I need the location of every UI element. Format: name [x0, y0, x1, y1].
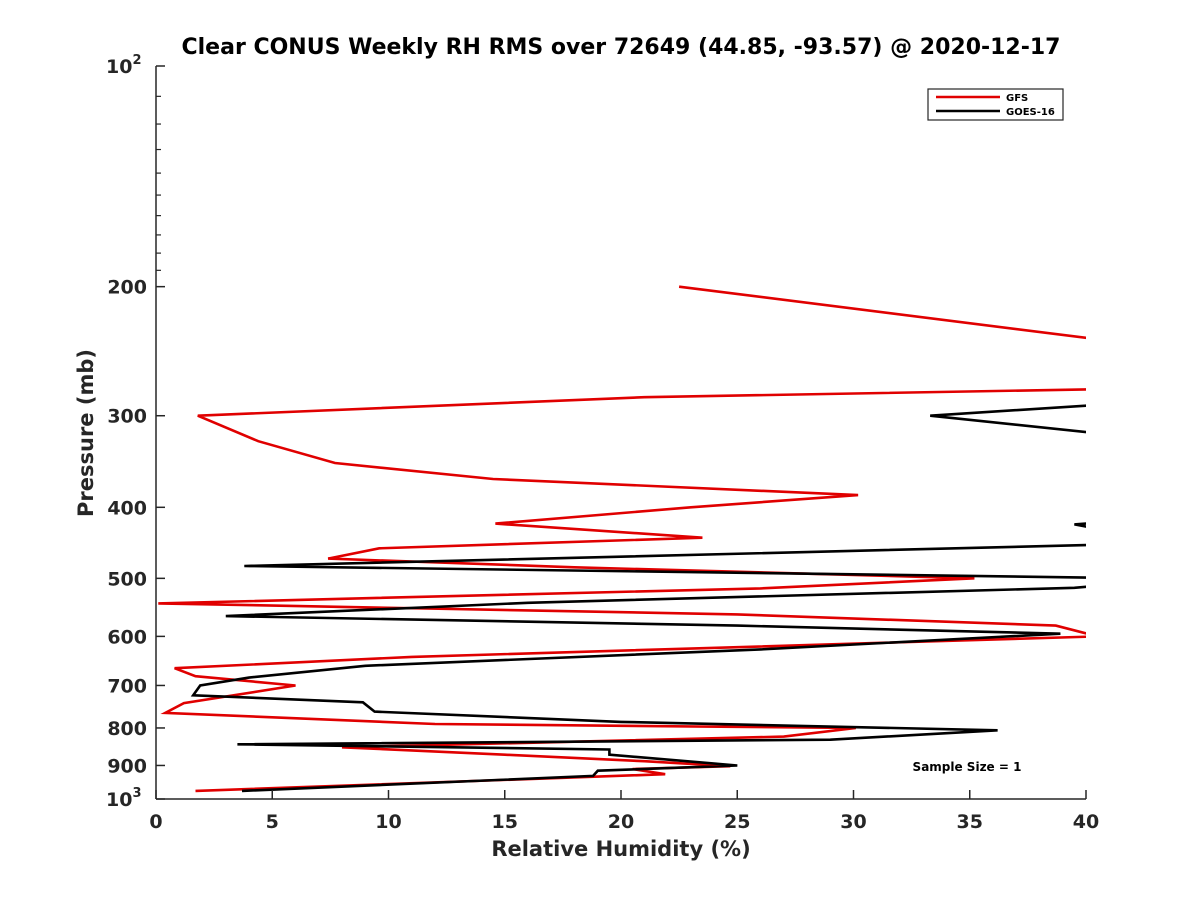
series-line-gfs: [158, 285, 1086, 793]
x-tick-label: 0: [149, 811, 162, 833]
sample-size-annotation: Sample Size = 1: [913, 760, 1022, 774]
y-tick-label: 400: [107, 497, 147, 519]
x-tick-label: 15: [492, 811, 518, 833]
y-tick-label: 300: [107, 406, 147, 428]
legend-box: [927, 88, 1064, 121]
legend-label-gfs: GFS: [1006, 93, 1028, 104]
y-tick-label: 800: [107, 718, 147, 740]
y-tick-label: 103: [106, 786, 142, 811]
plot-area: [156, 66, 1086, 799]
series-layer: [158, 285, 1086, 793]
x-tick-label: 10: [375, 811, 401, 833]
y-tick-label: 102: [106, 53, 142, 78]
x-tick-label: 25: [724, 811, 750, 833]
y-tick-label: 600: [107, 626, 147, 648]
chart-title: Clear CONUS Weekly RH RMS over 72649 (44…: [182, 35, 1061, 60]
y-axis-ticks: 102 200 300 400 500 600 700 800 900 103: [106, 53, 165, 811]
legend-label-goes16: GOES-16: [1006, 107, 1055, 118]
x-tick-label: 40: [1073, 811, 1099, 833]
x-tick-label: 30: [840, 811, 866, 833]
y-tick-label: 900: [107, 755, 147, 777]
x-tick-label: 20: [608, 811, 634, 833]
x-axis-ticks: 0 5 10 15 20 25 30 35 40: [149, 790, 1099, 833]
y-tick-label: 200: [107, 277, 147, 299]
x-tick-label: 5: [266, 811, 279, 833]
y-tick-label: 700: [107, 675, 147, 697]
y-axis-label: Pressure (mb): [74, 349, 98, 517]
series-line-goes16: [190, 404, 1086, 793]
y-tick-label: 500: [107, 568, 147, 590]
x-axis-label: Relative Humidity (%): [491, 837, 750, 861]
legend: GFS GOES-16: [927, 88, 1064, 121]
x-tick-label: 35: [957, 811, 983, 833]
